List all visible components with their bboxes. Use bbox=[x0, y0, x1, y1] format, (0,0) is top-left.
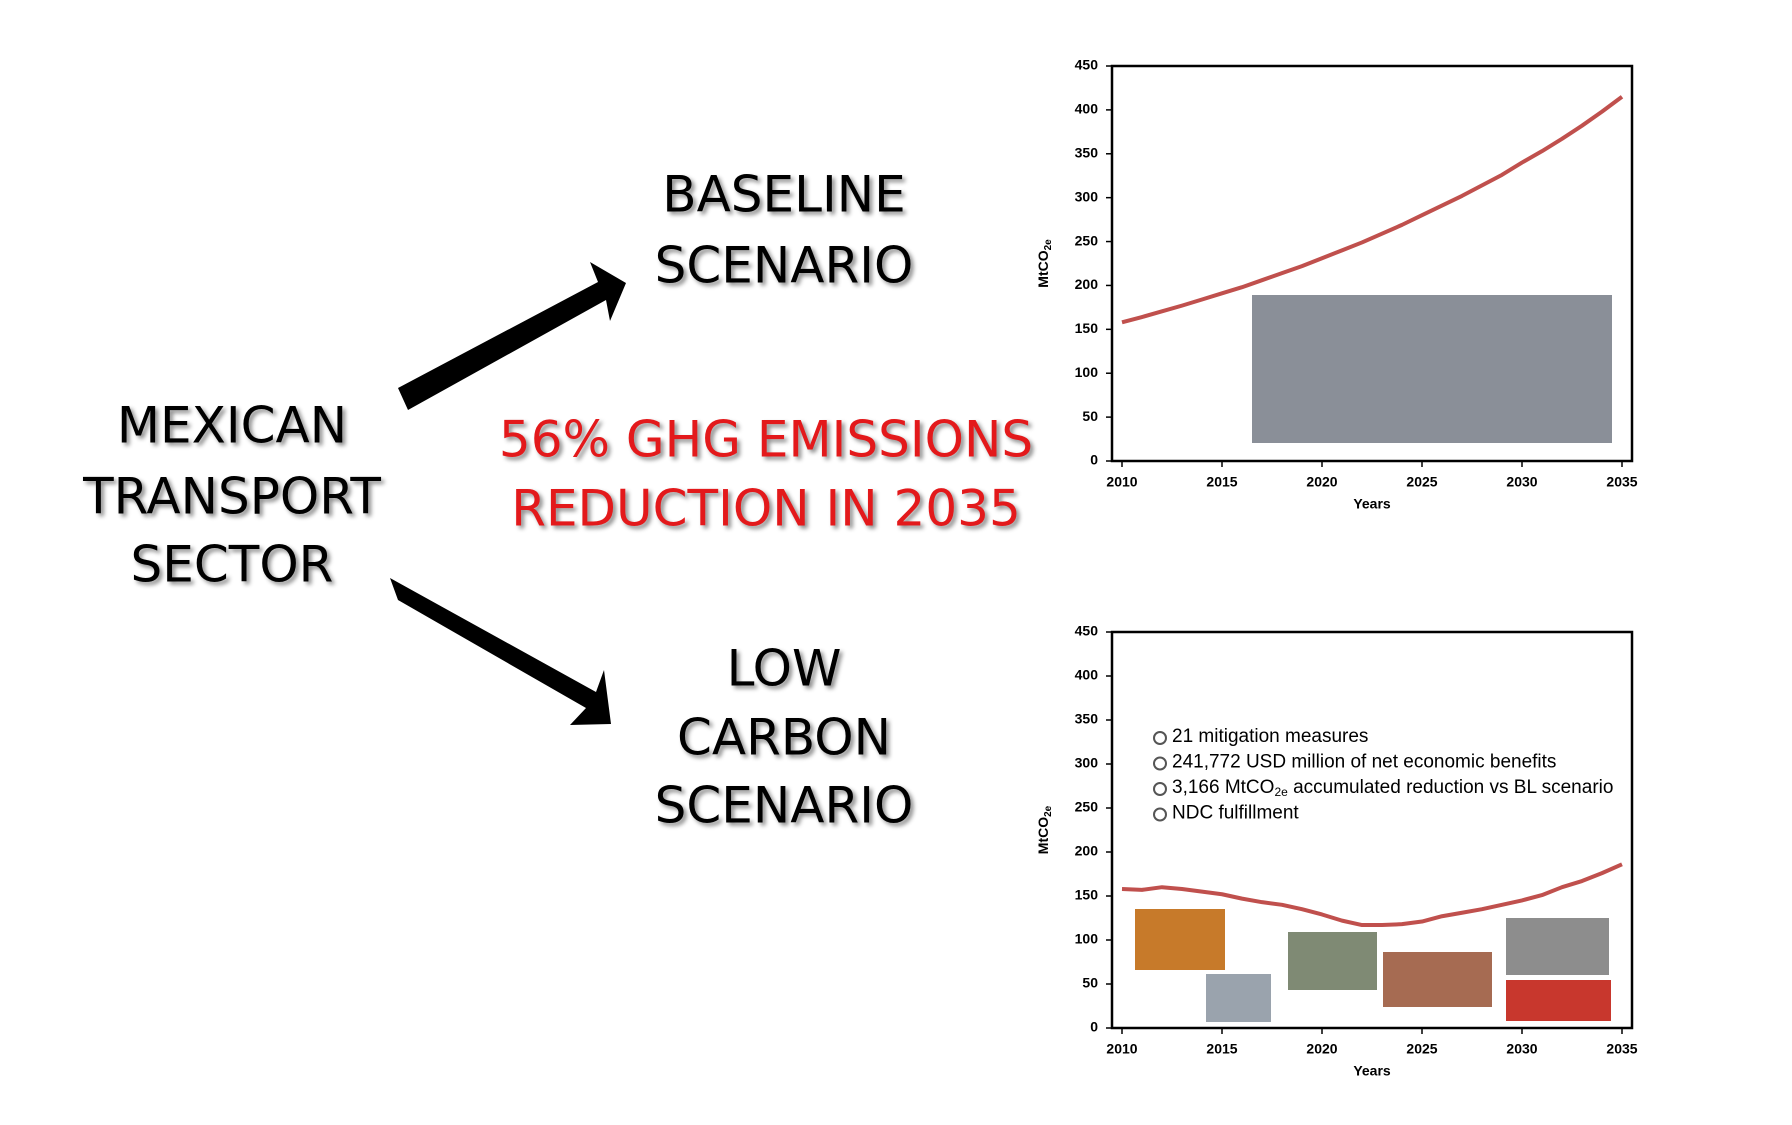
y-tick-label: 350 bbox=[1075, 711, 1099, 727]
plot-frame bbox=[1110, 64, 1634, 463]
reduction-label: REDUCTION IN 2035 bbox=[511, 480, 1021, 538]
bike-photo bbox=[1506, 918, 1609, 975]
annotation: 241,772 USD million of net economic bene… bbox=[1172, 752, 1556, 773]
annotation-part: 21 mitigation measures bbox=[1172, 726, 1368, 747]
y-tick-label: 150 bbox=[1075, 320, 1099, 336]
y-tick-label: 100 bbox=[1075, 364, 1099, 380]
annotation-sub: 2e bbox=[1274, 785, 1288, 799]
arrow-down bbox=[390, 578, 611, 725]
y-tick-label: 100 bbox=[1075, 931, 1099, 947]
annotation: 21 mitigation measures bbox=[1172, 726, 1368, 747]
x-tick-label: 2035 bbox=[1606, 1041, 1637, 1057]
sector-label: SECTOR bbox=[131, 536, 334, 594]
y-tick-label: 350 bbox=[1075, 144, 1099, 160]
traffic-photo bbox=[1252, 295, 1612, 443]
annotation-part: accumulated reduction vs BL scenario bbox=[1288, 777, 1614, 798]
x-axis-label: Years bbox=[1353, 496, 1391, 512]
y-tick-label: 250 bbox=[1075, 799, 1099, 815]
fuel-photo bbox=[1288, 932, 1377, 990]
annotation-part: NDC fulfillment bbox=[1172, 803, 1299, 824]
freight-photo bbox=[1383, 952, 1492, 1007]
low-carbon-label: SCENARIO bbox=[655, 777, 914, 835]
y-tick-label: 0 bbox=[1090, 1019, 1098, 1035]
sector-label: TRANSPORT bbox=[82, 468, 381, 526]
x-tick-label: 2035 bbox=[1606, 474, 1637, 490]
y-tick-label: 400 bbox=[1075, 667, 1099, 683]
y-axis-label-main: MtCO bbox=[1035, 817, 1051, 854]
y-tick-label: 150 bbox=[1075, 887, 1099, 903]
x-tick-label: 2030 bbox=[1506, 474, 1537, 490]
y-tick-label: 400 bbox=[1075, 101, 1099, 117]
baseline-label: SCENARIO bbox=[655, 237, 914, 295]
train-photo bbox=[1135, 909, 1225, 970]
x-tick-label: 2025 bbox=[1406, 1041, 1437, 1057]
bus-photo bbox=[1506, 980, 1611, 1021]
y-axis-label-sub: 2e bbox=[1043, 239, 1054, 251]
baseline-label: BASELINE bbox=[662, 166, 905, 224]
arrow-up bbox=[398, 262, 626, 410]
x-tick-label: 2020 bbox=[1306, 474, 1337, 490]
bullet bbox=[1153, 756, 1167, 771]
bullet bbox=[1153, 807, 1167, 822]
plot-frame bbox=[1110, 630, 1634, 1030]
y-axis-label-main: MtCO bbox=[1035, 250, 1051, 287]
x-tick-label: 2020 bbox=[1306, 1041, 1337, 1057]
y-tick-label: 300 bbox=[1075, 755, 1099, 771]
low-carbon-label: CARBON bbox=[677, 709, 891, 767]
x-tick-label: 2030 bbox=[1506, 1041, 1537, 1057]
y-tick-label: 50 bbox=[1082, 975, 1098, 991]
y-tick-label: 0 bbox=[1090, 452, 1098, 468]
bullet bbox=[1153, 731, 1167, 745]
car-photo bbox=[1206, 974, 1271, 1022]
y-tick-label: 200 bbox=[1075, 843, 1099, 859]
x-tick-label: 2010 bbox=[1106, 1041, 1137, 1057]
annotation: 3,166 MtCO2e accumulated reduction vs BL… bbox=[1172, 777, 1613, 799]
series-line bbox=[1121, 862, 1623, 928]
x-tick-label: 2015 bbox=[1206, 474, 1237, 490]
annotation-part: 241,772 USD million of net economic bene… bbox=[1172, 752, 1556, 773]
x-tick-label: 2010 bbox=[1106, 474, 1137, 490]
y-axis-label: MtCO2e bbox=[1035, 239, 1054, 288]
series-line bbox=[1121, 95, 1624, 325]
y-tick-label: 50 bbox=[1082, 408, 1098, 424]
low-carbon-label: LOW bbox=[727, 640, 842, 698]
y-tick-label: 200 bbox=[1075, 276, 1099, 292]
x-axis-label: Years bbox=[1353, 1063, 1391, 1079]
annotation: NDC fulfillment bbox=[1172, 803, 1299, 824]
x-tick-label: 2015 bbox=[1206, 1041, 1237, 1057]
y-axis-label-sub: 2e bbox=[1043, 805, 1054, 817]
annotation-part: 3,166 MtCO bbox=[1172, 777, 1274, 798]
x-tick-label: 2025 bbox=[1406, 474, 1437, 490]
sector-label: MEXICAN bbox=[117, 397, 347, 455]
reduction-label: 56% GHG EMISSIONS bbox=[499, 411, 1033, 469]
bullet bbox=[1153, 782, 1167, 796]
y-tick-label: 250 bbox=[1075, 232, 1099, 248]
y-tick-label: 450 bbox=[1075, 57, 1099, 73]
y-tick-label: 300 bbox=[1075, 188, 1099, 204]
y-tick-label: 450 bbox=[1075, 623, 1099, 639]
y-axis-label: MtCO2e bbox=[1035, 805, 1054, 854]
